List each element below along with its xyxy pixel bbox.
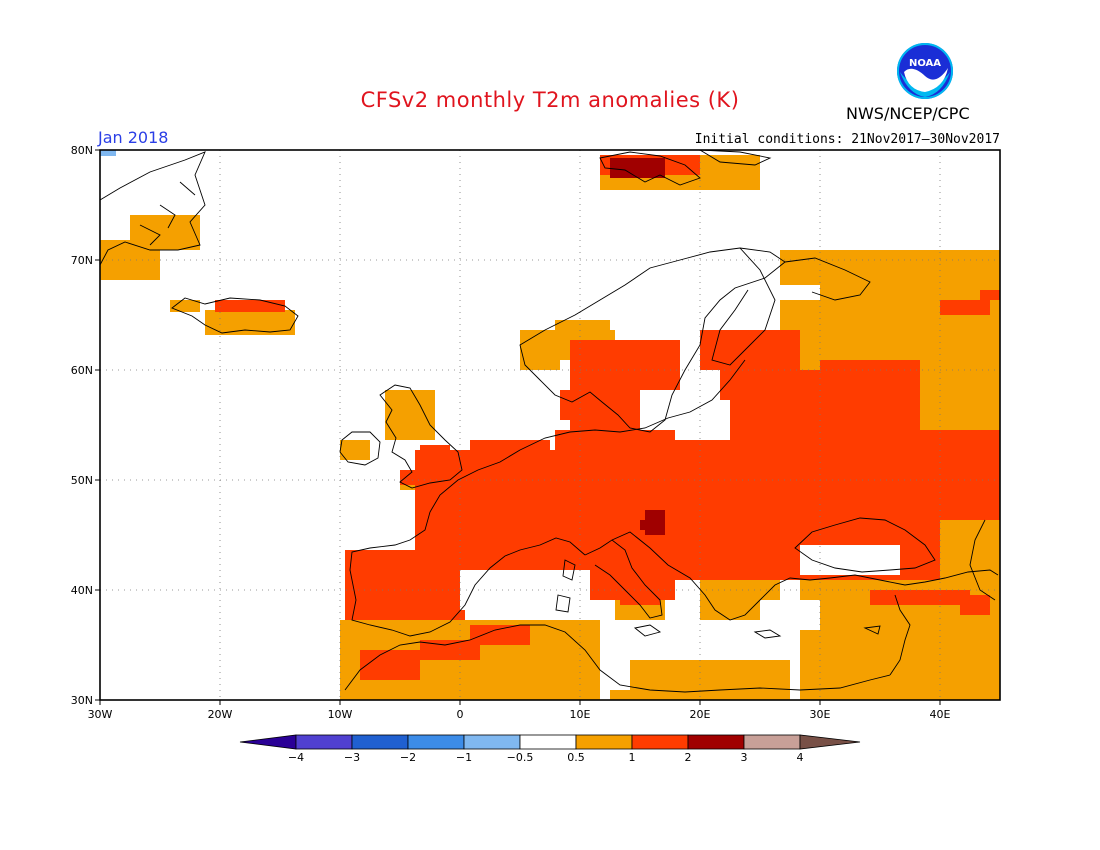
- legend-boxes: [239, 734, 861, 750]
- anomaly-cell: [420, 445, 450, 465]
- anomaly-cell: [215, 300, 285, 312]
- legend-label: −1: [456, 751, 472, 764]
- anomaly-cell: [170, 300, 200, 312]
- legend-box: [743, 734, 801, 750]
- lon-tick-label: 10W: [328, 708, 353, 721]
- lon-tick-label: 30E: [810, 708, 831, 721]
- anomaly-cell: [940, 300, 990, 315]
- anomaly-cell: [385, 390, 435, 440]
- legend-labels: −4 −3 −2 −1 −0.5 0.5 1 2 3 4: [288, 751, 804, 764]
- legend-label: 3: [741, 751, 748, 764]
- initial-conditions-label: Initial conditions: 21Nov2017–30Nov2017: [694, 132, 1000, 147]
- anomaly-cell: [920, 430, 1000, 520]
- anomaly-cell: [800, 560, 1000, 700]
- anomaly-cell: [700, 330, 800, 370]
- anomaly-cell: [470, 625, 530, 645]
- legend-box: [575, 734, 633, 750]
- lat-tick-label: 80N: [71, 144, 93, 157]
- anomaly-cell: [660, 545, 780, 580]
- lat-tick-label: 60N: [71, 364, 93, 377]
- anomaly-cell: [640, 675, 665, 690]
- anomaly-cell: [420, 640, 480, 660]
- longitude-tick-labels: 30W 20W 10W 0 10E 20E 30E 40E: [88, 700, 951, 721]
- lon-tick-label: 10E: [570, 708, 591, 721]
- anomaly-cell: [100, 150, 116, 156]
- anomaly-cell: [760, 600, 820, 630]
- legend-label: −2: [400, 751, 416, 764]
- map-gridlines: [100, 150, 1000, 700]
- latitude-tick-labels: 30N 40N 50N 60N 70N 80N: [71, 144, 100, 707]
- anomaly-cell: [780, 285, 820, 300]
- logo-text: NOAA: [909, 58, 941, 69]
- anomaly-cell: [980, 290, 1000, 300]
- anomaly-cell: [470, 440, 550, 470]
- anomaly-cell: [700, 400, 730, 440]
- anomaly-cell: [960, 595, 990, 615]
- lon-tick-label: 20E: [690, 708, 711, 721]
- anomaly-cell: [640, 390, 680, 430]
- noaa-logo-icon: NOAA: [897, 43, 953, 99]
- legend-box: [631, 734, 689, 750]
- lon-tick-label: 20W: [208, 708, 233, 721]
- lat-tick-label: 50N: [71, 474, 93, 487]
- legend-box: [463, 734, 521, 750]
- legend-box: [687, 734, 745, 750]
- lat-tick-label: 40N: [71, 584, 93, 597]
- lat-tick-label: 30N: [71, 694, 93, 707]
- legend-label: 1: [629, 751, 636, 764]
- lon-tick-label: 30W: [88, 708, 113, 721]
- anomaly-cell: [640, 520, 650, 530]
- anomaly-cells: [100, 150, 1000, 700]
- anomaly-cell: [360, 650, 420, 680]
- coastlines: [99, 149, 999, 693]
- legend-label: 2: [685, 751, 692, 764]
- map-frame: [99, 149, 1001, 701]
- legend-label: −3: [344, 751, 360, 764]
- map-title: CFSv2 monthly T2m anomalies (K): [360, 88, 740, 112]
- anomaly-cell: [610, 690, 635, 700]
- lat-tick-label: 70N: [71, 254, 93, 267]
- anomaly-cell: [610, 300, 710, 330]
- anomaly-cell: [610, 158, 665, 178]
- forecast-month-label: Jan 2018: [98, 128, 169, 147]
- anomaly-cell: [130, 215, 200, 250]
- legend-box: [295, 734, 353, 750]
- agency-label: NWS/NCEP/CPC: [846, 104, 970, 123]
- legend-arrow-high: [799, 734, 861, 750]
- legend-label: −0.5: [507, 751, 534, 764]
- legend-box: [519, 734, 577, 750]
- legend-box: [407, 734, 465, 750]
- lon-tick-label: 0: [457, 708, 464, 721]
- legend-label: 0.5: [567, 751, 585, 764]
- anomaly-cell: [345, 550, 465, 620]
- legend-box: [351, 734, 409, 750]
- legend-arrow-low: [239, 734, 297, 750]
- anomaly-cell: [555, 430, 675, 470]
- anomaly-cell: [400, 470, 415, 485]
- anomaly-cell: [870, 590, 970, 605]
- legend-label: 4: [797, 751, 804, 764]
- anomaly-cell: [520, 330, 560, 370]
- lon-tick-label: 40E: [930, 708, 951, 721]
- anomaly-cell: [340, 440, 370, 460]
- legend-label: −4: [288, 751, 304, 764]
- anomaly-cell: [820, 360, 920, 420]
